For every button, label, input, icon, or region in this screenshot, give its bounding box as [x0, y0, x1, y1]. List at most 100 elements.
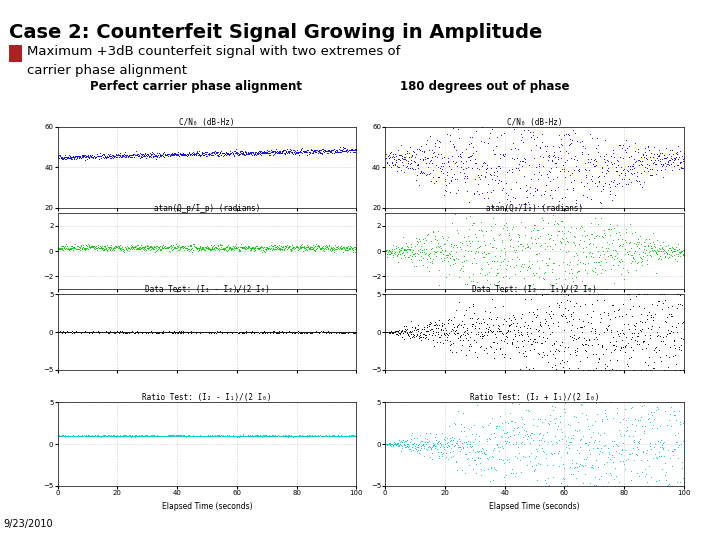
Point	[344, 431, 356, 440]
Point	[517, 342, 528, 350]
Point	[115, 244, 127, 252]
Point	[68, 154, 80, 163]
Point	[606, 436, 618, 445]
Point	[588, 366, 599, 374]
Point	[604, 190, 616, 199]
Point	[591, 335, 603, 343]
Point	[342, 148, 354, 157]
Point	[128, 242, 140, 251]
Point	[321, 327, 333, 336]
Point	[112, 243, 123, 252]
Point	[468, 336, 480, 345]
Point	[448, 143, 459, 151]
Point	[324, 328, 336, 336]
Point	[159, 243, 171, 252]
Point	[618, 329, 630, 338]
Point	[267, 151, 279, 159]
Point	[596, 341, 608, 350]
Point	[300, 243, 312, 252]
Point	[554, 237, 566, 246]
Point	[146, 148, 158, 157]
Point	[437, 168, 449, 177]
Point	[287, 431, 298, 440]
Point	[148, 328, 159, 336]
Point	[557, 460, 569, 469]
Point	[647, 364, 658, 373]
Point	[632, 437, 644, 446]
Point	[463, 272, 474, 281]
Point	[389, 327, 400, 336]
Point	[146, 431, 158, 440]
Point	[566, 138, 577, 147]
Point	[669, 254, 680, 263]
Point	[223, 328, 235, 336]
Point	[330, 328, 341, 336]
Point	[420, 158, 432, 167]
Point	[392, 163, 404, 171]
Point	[319, 244, 330, 253]
Point	[307, 147, 318, 156]
Point	[441, 325, 452, 334]
Point	[312, 147, 323, 156]
Point	[125, 328, 137, 337]
Point	[656, 154, 667, 163]
Point	[291, 242, 302, 251]
Point	[238, 149, 249, 158]
Point	[592, 219, 603, 228]
Point	[479, 330, 490, 339]
Point	[211, 327, 222, 336]
Point	[445, 453, 456, 461]
Point	[652, 437, 664, 445]
Point	[537, 398, 549, 407]
Point	[68, 328, 79, 336]
Point	[294, 328, 305, 337]
Point	[396, 438, 408, 447]
Point	[467, 454, 478, 463]
Point	[124, 328, 135, 336]
Point	[536, 339, 547, 347]
Point	[559, 173, 571, 182]
Point	[145, 245, 157, 253]
Point	[315, 327, 327, 336]
Point	[104, 432, 115, 441]
Point	[596, 232, 608, 240]
Point	[320, 327, 331, 336]
Point	[582, 422, 594, 430]
Point	[343, 431, 355, 440]
Point	[300, 328, 311, 337]
Point	[95, 152, 107, 160]
Point	[246, 431, 258, 440]
Point	[484, 170, 495, 178]
Point	[482, 464, 494, 473]
Point	[608, 153, 619, 161]
Point	[173, 151, 184, 160]
Point	[667, 447, 679, 455]
Point	[157, 327, 168, 336]
Point	[78, 152, 90, 161]
Point	[145, 241, 156, 250]
Point	[166, 150, 177, 159]
Point	[666, 248, 678, 256]
Point	[555, 238, 567, 246]
Point	[314, 431, 325, 440]
Point	[392, 161, 403, 170]
Point	[239, 245, 251, 253]
Point	[545, 164, 557, 173]
Point	[404, 164, 415, 172]
Point	[97, 328, 109, 336]
Point	[490, 329, 501, 338]
Point	[291, 431, 302, 440]
Point	[425, 428, 436, 437]
Point	[204, 328, 216, 336]
Point	[395, 166, 407, 174]
Point	[112, 431, 123, 440]
Point	[575, 202, 586, 211]
Point	[393, 151, 405, 159]
Point	[414, 438, 426, 447]
Point	[515, 439, 526, 448]
Point	[572, 166, 583, 175]
Point	[350, 146, 361, 154]
Point	[422, 170, 433, 178]
Point	[614, 429, 626, 438]
Point	[320, 328, 331, 336]
